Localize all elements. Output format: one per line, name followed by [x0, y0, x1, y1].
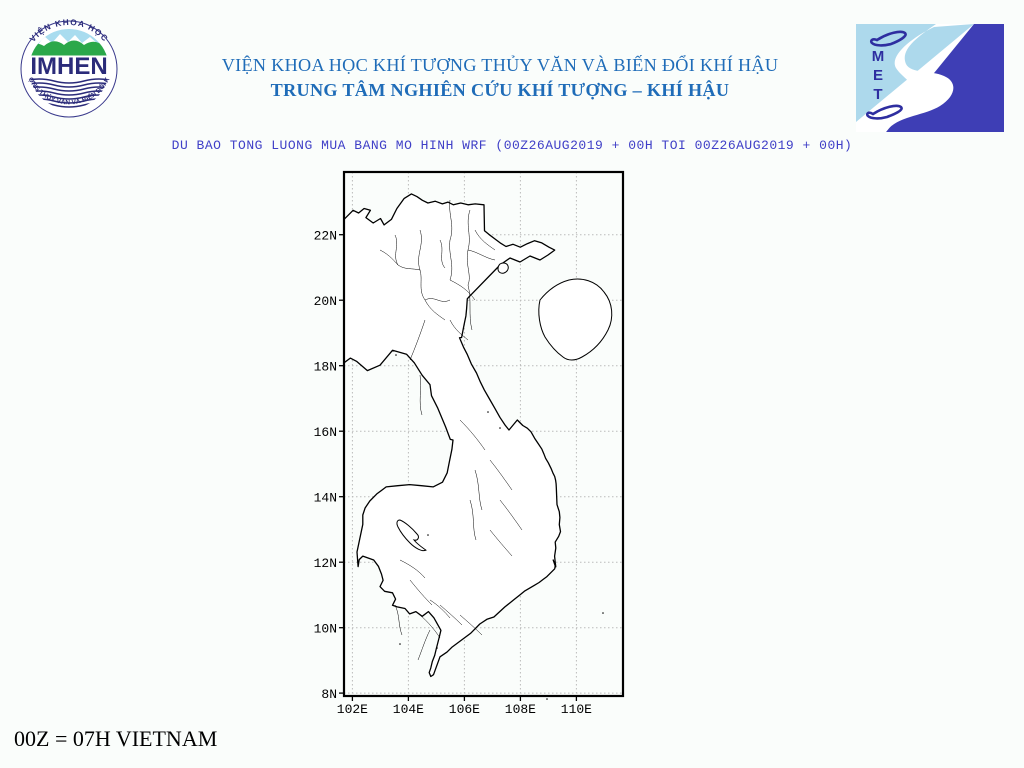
svg-text:12N: 12N — [314, 556, 337, 571]
svg-text:14N: 14N — [314, 490, 337, 505]
svg-text:106E: 106E — [449, 702, 480, 717]
svg-text:22N: 22N — [314, 229, 337, 244]
svg-text:20N: 20N — [314, 294, 337, 309]
svg-text:18N: 18N — [314, 360, 337, 375]
svg-text:16N: 16N — [314, 425, 337, 440]
svg-text:104E: 104E — [393, 702, 424, 717]
svg-text:110E: 110E — [561, 702, 592, 717]
svg-text:102E: 102E — [337, 702, 368, 717]
svg-text:10N: 10N — [314, 621, 337, 636]
svg-text:108E: 108E — [505, 702, 536, 717]
svg-text:8N: 8N — [321, 687, 337, 702]
